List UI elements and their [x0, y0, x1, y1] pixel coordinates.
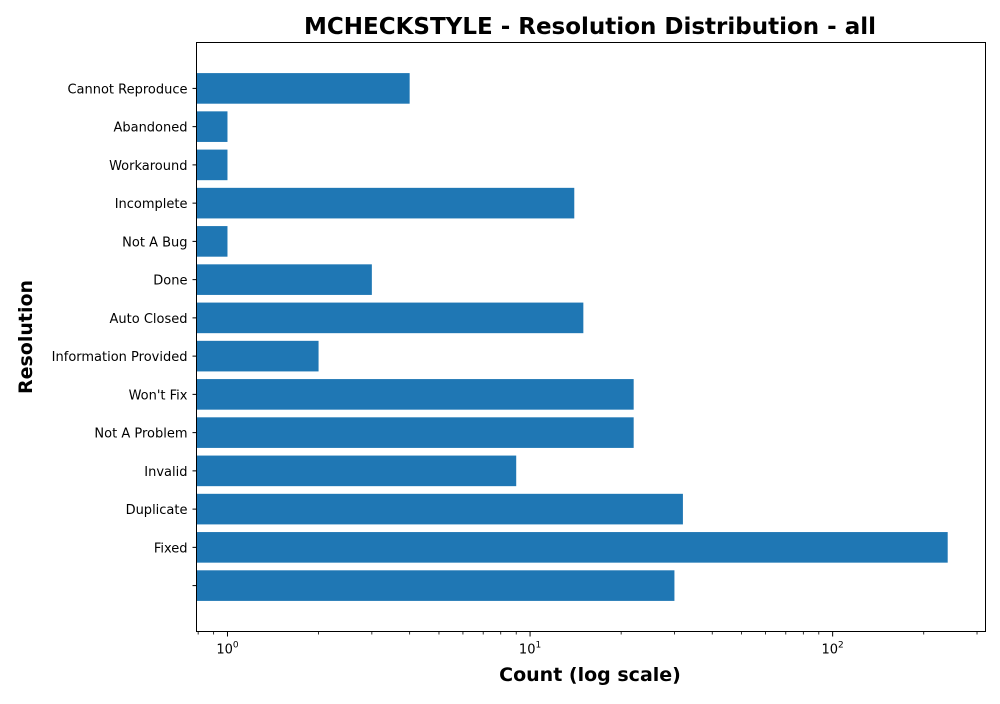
bar-not-a-problem: [196, 417, 634, 448]
bar-fixed: [196, 532, 948, 563]
y-axis-ticks: Cannot Reproduce Abandoned Workaround Incom…: [52, 82, 197, 587]
bar-cannot-reproduce: [196, 73, 410, 104]
bar-abandoned: [196, 111, 228, 142]
x-tick-label-0: 100: [216, 641, 239, 658]
y-tick-label-incomplete: Incomplete: [115, 197, 188, 212]
bar-duplicate: [196, 493, 683, 525]
y-tick-label-done: Done: [153, 274, 187, 289]
x-tick-label-2: 102: [822, 641, 844, 658]
y-tick-label-information-provided: Information Provided: [52, 350, 188, 365]
y-axis-label: Resolution: [15, 280, 37, 394]
x-axis-ticks: 100 101 102: [197, 631, 978, 658]
x-axis-label: Count (log scale): [499, 664, 681, 686]
y-tick-label-abandoned: Abandoned: [113, 121, 187, 136]
bar-category-13: [196, 570, 675, 601]
bar-not-a-bug: [196, 226, 228, 257]
y-tick-label-won-t-fix: Won't Fix: [129, 388, 188, 403]
y-tick-label-not-a-bug: Not A Bug: [122, 235, 187, 250]
bar-won-t-fix: [196, 379, 634, 410]
plot-area-frame: [196, 42, 986, 632]
bar-done: [196, 264, 372, 295]
x-tick-label-1: 101: [519, 641, 541, 658]
y-tick-label-duplicate: Duplicate: [126, 503, 188, 518]
bar-information-provided: [196, 340, 319, 372]
y-tick-label-auto-closed: Auto Closed: [110, 312, 188, 327]
y-tick-label-fixed: Fixed: [154, 541, 188, 556]
bars-layer: [196, 73, 948, 601]
bar-invalid: [196, 455, 517, 487]
chart-title: MCHECKSTYLE - Resolution Distribution - …: [304, 14, 876, 40]
y-tick-label-not-a-problem: Not A Problem: [94, 427, 187, 442]
bar-incomplete: [196, 187, 575, 219]
bar-auto-closed: [196, 302, 584, 334]
y-tick-label-cannot-reproduce: Cannot Reproduce: [67, 82, 187, 97]
y-tick-label-workaround: Workaround: [109, 159, 187, 174]
bar-workaround: [196, 149, 228, 181]
y-tick-label-invalid: Invalid: [144, 465, 187, 480]
